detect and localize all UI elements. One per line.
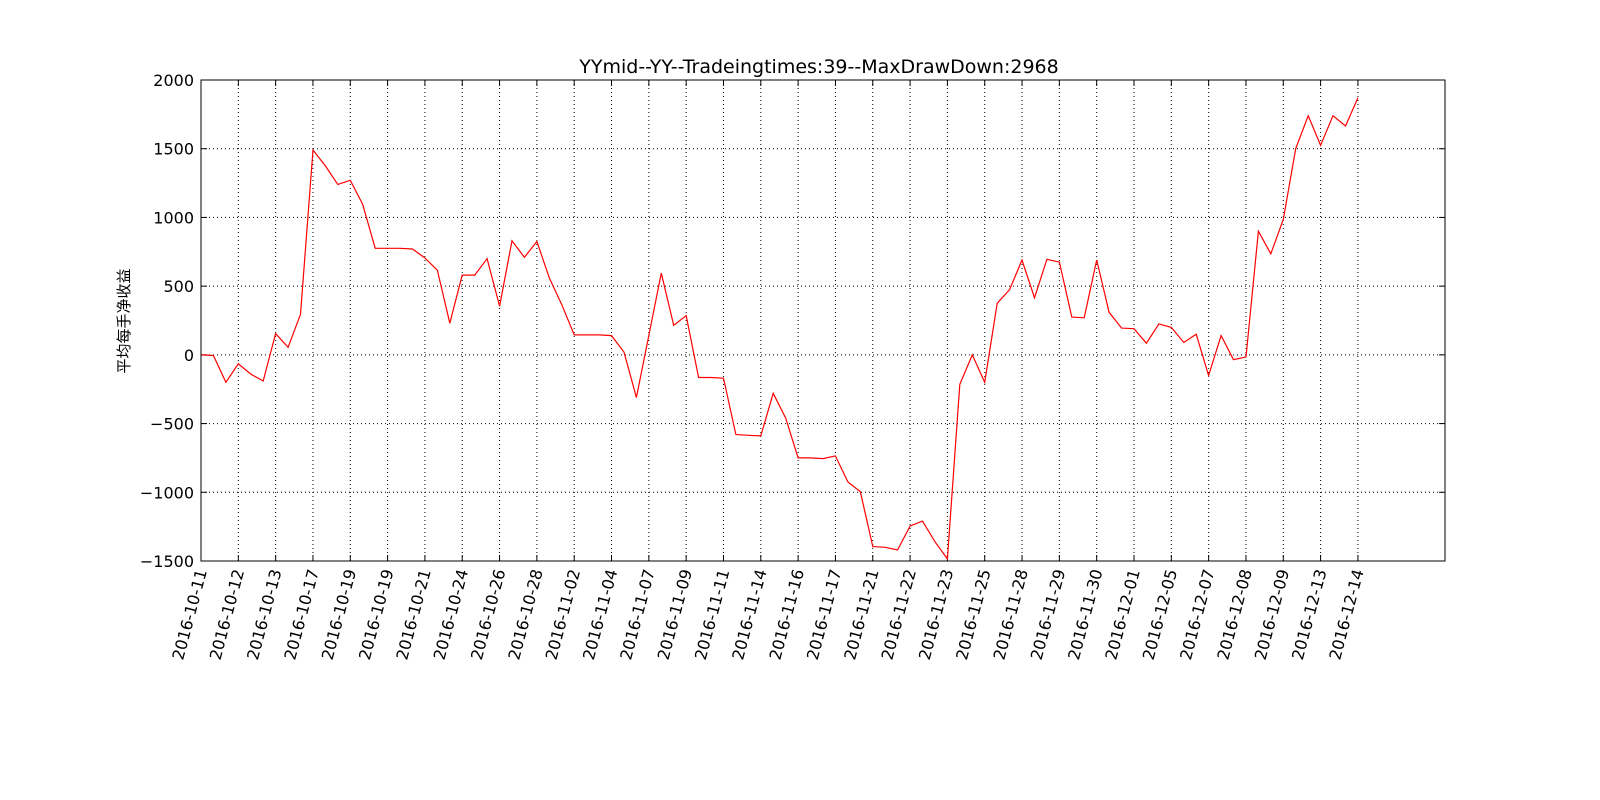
x-tick-label: 2016-12-09: [1251, 567, 1293, 662]
x-tick-label: 2016-10-13: [243, 567, 285, 662]
x-tick-label: 2016-11-14: [728, 567, 770, 662]
x-tick-label: 2016-11-09: [654, 567, 696, 662]
x-tick-label: 2016-12-14: [1325, 567, 1367, 662]
y-tick-label: 500: [163, 277, 194, 296]
x-tick-label: 2016-10-12: [206, 567, 248, 662]
x-tick-label: 2016-11-07: [616, 567, 658, 662]
x-tick-label: 2016-11-04: [579, 567, 621, 662]
y-tick-label: 1500: [153, 140, 194, 159]
x-tick-label: 2016-12-01: [1101, 567, 1143, 662]
y-tick-label: −1000: [140, 483, 194, 502]
x-tick-label: 2016-10-17: [280, 567, 322, 662]
x-tick-label: 2016-12-08: [1213, 567, 1255, 662]
series-line: [200, 97, 1359, 561]
y-tick-label: −500: [150, 415, 194, 434]
x-tick-label: 2016-10-28: [504, 567, 546, 662]
x-tick-label: 2016-11-23: [915, 567, 957, 662]
x-tick-label: 2016-11-02: [542, 567, 584, 662]
x-tick-label: 2016-11-29: [1027, 567, 1069, 662]
series: [200, 97, 1359, 561]
y-tick-label: 1000: [153, 208, 194, 227]
x-tick-label: 2016-10-11: [168, 567, 210, 662]
chart-title: YYmid--YY--Tradeingtimes:39--MaxDrawDown…: [578, 56, 1058, 78]
y-tick-label: 2000: [153, 71, 194, 90]
grid: [201, 80, 1445, 561]
x-tick-label: 2016-10-24: [430, 567, 472, 662]
x-tick-label: 2016-10-19: [318, 567, 360, 662]
x-tick-label: 2016-12-13: [1288, 567, 1330, 662]
x-tick-label: 2016-11-22: [878, 567, 920, 662]
x-tick-label: 2016-12-05: [1139, 567, 1181, 662]
x-tick-label: 2016-10-21: [392, 567, 434, 662]
x-tick-label: 2016-11-21: [840, 567, 882, 662]
plot-area-frame: [200, 79, 1446, 562]
x-tick-label: 2016-11-16: [766, 567, 808, 662]
y-tick-label: 0: [184, 346, 194, 365]
y-ticks: 2000 1500 1000 500 0 −500 −1000 −1500: [140, 71, 1445, 571]
x-tick-label: 2016-10-19: [355, 567, 397, 662]
x-tick-label: 2016-11-30: [1064, 567, 1106, 662]
x-tick-label: 2016-11-17: [803, 567, 845, 662]
x-ticks: 2016-10-112016-10-122016-10-132016-10-17…: [168, 80, 1368, 662]
x-tick-label: 2016-11-11: [691, 567, 733, 662]
x-tick-label: 2016-11-25: [952, 567, 994, 662]
y-axis-label: 平均每手净收益: [115, 268, 133, 373]
x-tick-label: 2016-10-26: [467, 567, 509, 662]
y-tick-label: −1500: [140, 552, 194, 571]
x-tick-label: 2016-11-28: [989, 567, 1031, 662]
x-tick-label: 2016-12-07: [1176, 567, 1218, 662]
